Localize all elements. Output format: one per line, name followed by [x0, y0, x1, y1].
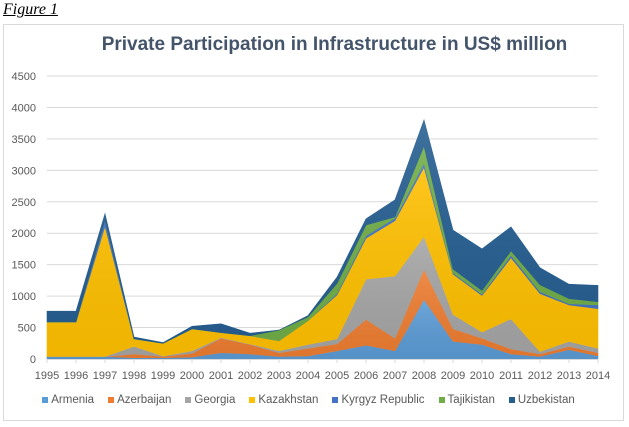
- legend: Armenia Azerbaijan Georgia Kazakhstan Kyrgyz…: [0, 394, 629, 406]
- x-tick-label: 1998: [122, 370, 146, 382]
- legend-swatch: [249, 397, 256, 403]
- chart-title: Private Participation in Infrastructure …: [101, 34, 568, 55]
- legend-label: Azerbaijan: [117, 394, 172, 406]
- x-tick-label: 2002: [238, 370, 262, 382]
- y-tick-label: 4500: [12, 71, 36, 83]
- y-axis-ticks: 0 500 1000 1500 2000 2500 3000 3500 4000 4500: [12, 71, 36, 366]
- area-shading: [47, 236, 598, 357]
- y-tick-label: 4000: [12, 102, 36, 114]
- x-tick-label: 2014: [586, 370, 610, 382]
- y-tick-label: 3000: [12, 165, 36, 177]
- x-tick-label: 1997: [93, 370, 117, 382]
- legend-swatch: [332, 397, 339, 403]
- legend-label: Armenia: [51, 394, 95, 406]
- legend-item: Kyrgyz Republic: [332, 394, 425, 406]
- figure-label: Figure 1: [3, 1, 58, 18]
- x-tick-label: 2009: [441, 370, 465, 382]
- x-tick-label: 2003: [267, 370, 291, 382]
- legend-swatch: [185, 397, 192, 403]
- area-shading: [47, 269, 598, 358]
- area-shading: [47, 120, 598, 344]
- legend-swatch: [108, 397, 115, 403]
- legend-item: Uzbekistan: [508, 394, 575, 406]
- legend-label: Tajikistan: [447, 394, 495, 406]
- x-tick-label: 2001: [209, 370, 233, 382]
- legend-swatch: [508, 397, 515, 403]
- x-tick-label: 2005: [325, 370, 349, 382]
- y-tick-label: 0: [30, 354, 36, 366]
- x-tick-label: 1995: [35, 370, 59, 382]
- area-shading: [47, 167, 598, 357]
- y-tick-label: 1000: [12, 291, 36, 303]
- legend-swatch: [438, 397, 445, 403]
- y-tick-label: 2500: [12, 197, 36, 209]
- legend-item: Georgia: [185, 394, 235, 406]
- legend-label: Georgia: [194, 394, 236, 406]
- legend-label: Kyrgyz Republic: [341, 394, 425, 406]
- legend-item: Armenia: [42, 394, 94, 406]
- area-series: [46, 118, 599, 360]
- x-tick-label: 1996: [64, 370, 88, 382]
- y-tick-label: 2000: [12, 228, 36, 240]
- y-tick-label: 500: [18, 323, 36, 335]
- area-shading: [47, 145, 598, 344]
- x-tick-label: 2000: [180, 370, 204, 382]
- legend-label: Kazakhstan: [258, 394, 319, 406]
- x-tick-label: 2013: [557, 370, 581, 382]
- x-axis-ticks: 1995 1996 1997 1998 1999 2000 2001 2002 2003 2004…: [35, 359, 610, 382]
- x-tick-label: 1999: [151, 370, 175, 382]
- legend-item: Tajikistan: [438, 394, 495, 406]
- y-tick-label: 3500: [12, 134, 36, 146]
- x-tick-label: 2004: [296, 370, 320, 382]
- area-shading: [47, 299, 598, 359]
- y-tick-label: 1500: [12, 260, 36, 272]
- x-tick-label: 2008: [412, 370, 436, 382]
- legend-item: Azerbaijan: [108, 394, 171, 406]
- legend-item: Kazakhstan: [249, 394, 318, 406]
- x-tick-label: 2007: [383, 370, 407, 382]
- x-tick-label: 2012: [528, 370, 552, 382]
- legend-swatch: [42, 397, 49, 403]
- x-tick-label: 2006: [354, 370, 378, 382]
- x-tick-label: 2010: [470, 370, 494, 382]
- legend-label: Uzbekistan: [517, 394, 575, 406]
- x-tick-label: 2011: [499, 370, 523, 382]
